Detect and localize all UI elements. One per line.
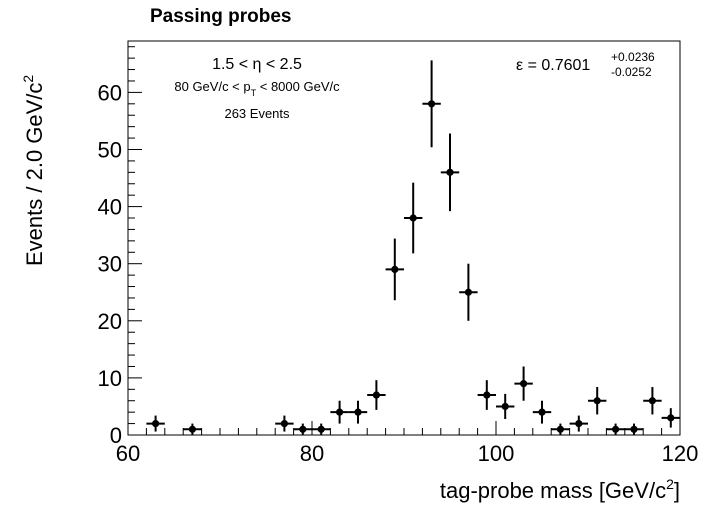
- y-tick-label: 50: [98, 137, 122, 162]
- pt-range-sub: T: [251, 88, 257, 98]
- x-tick-label: 100: [478, 441, 515, 466]
- x-tick-label: 60: [116, 441, 140, 466]
- point-marker: [501, 402, 509, 411]
- events-label: 263 Events: [224, 106, 290, 121]
- x-tick-label: 120: [662, 441, 699, 466]
- data-point: [551, 423, 570, 435]
- point-marker: [667, 414, 675, 422]
- y-axis-ticks: [128, 46, 142, 436]
- data-point: [643, 387, 662, 415]
- pt-range-part1: 80 GeV/c < p: [174, 79, 250, 94]
- point-marker: [630, 425, 638, 433]
- point-marker: [446, 168, 454, 176]
- pt-range-part2: < 8000 GeV/c: [256, 79, 340, 94]
- eta-range-label: 1.5 < η < 2.5: [212, 56, 302, 73]
- y-axis-label: Events / 2.0 GeV/c2: [20, 75, 47, 266]
- data-points: [146, 60, 680, 435]
- y-tick-label: 30: [98, 252, 122, 277]
- point-marker: [188, 425, 196, 433]
- data-point: [404, 182, 423, 254]
- y-tick-label: 60: [98, 80, 122, 105]
- point-marker: [483, 391, 491, 399]
- point-marker: [280, 419, 288, 428]
- axis-label-superscript: 2: [666, 476, 674, 492]
- data-point: [496, 393, 515, 420]
- y-tick-label: 40: [98, 195, 122, 220]
- data-point: [477, 380, 496, 410]
- point-marker: [317, 425, 325, 433]
- point-marker: [520, 380, 528, 388]
- data-point: [293, 423, 312, 435]
- data-point: [183, 423, 202, 435]
- data-point: [312, 423, 331, 435]
- efficiency-label: ε = 0.7601: [516, 57, 590, 74]
- x-axis-ticks: [127, 421, 681, 435]
- data-point: [532, 400, 552, 424]
- plot-frame: [127, 40, 681, 436]
- pt-range-label: 80 GeV/c < pT < 8000 GeV/c: [174, 79, 340, 98]
- data-point: [385, 238, 404, 301]
- point-marker: [336, 408, 344, 416]
- y-axis-tick-labels: 0 10 20 30 40 50 60: [98, 80, 122, 448]
- efficiency-error-down: -0.0252: [611, 65, 652, 79]
- data-point: [146, 415, 165, 432]
- data-point: [348, 400, 368, 424]
- axis-label-part: Events / 2.0 GeV/c: [22, 83, 47, 266]
- data-point: [569, 415, 588, 432]
- x-axis-tick-labels: 60 80 100 120: [116, 441, 699, 466]
- point-marker: [575, 419, 583, 428]
- point-marker: [538, 408, 546, 416]
- point-marker: [409, 214, 417, 222]
- y-tick-label: 20: [98, 309, 122, 334]
- point-marker: [391, 265, 399, 274]
- point-marker: [354, 408, 362, 416]
- point-marker: [612, 425, 620, 433]
- point-marker: [648, 397, 657, 405]
- y-tick-label: 10: [98, 366, 122, 391]
- x-axis-label: tag-probe mass [GeV/c2]: [440, 476, 680, 503]
- point-marker: [152, 419, 160, 428]
- data-point: [422, 60, 441, 148]
- data-point: [440, 133, 460, 212]
- point-marker: [372, 391, 380, 399]
- data-point: [459, 263, 478, 321]
- y-tick-label: 0: [110, 423, 122, 448]
- data-point: [588, 387, 607, 415]
- data-point: [606, 423, 625, 435]
- data-point: [624, 423, 644, 435]
- axis-label-superscript: 2: [20, 75, 36, 83]
- data-point: [367, 380, 386, 410]
- efficiency-error-up: +0.0236: [611, 50, 655, 64]
- axis-label-part: ]: [674, 478, 680, 503]
- point-marker: [464, 288, 472, 296]
- data-point: [275, 415, 294, 432]
- point-marker: [556, 425, 565, 433]
- axis-label-part: tag-probe mass [GeV/c: [440, 478, 666, 503]
- x-tick-label: 80: [300, 441, 324, 466]
- chart-title: Passing probes: [150, 6, 292, 27]
- data-point: [330, 400, 349, 424]
- data-point: [514, 366, 533, 401]
- point-marker: [299, 425, 307, 433]
- point-marker: [593, 397, 601, 405]
- data-point: [661, 408, 680, 428]
- point-marker: [428, 100, 436, 108]
